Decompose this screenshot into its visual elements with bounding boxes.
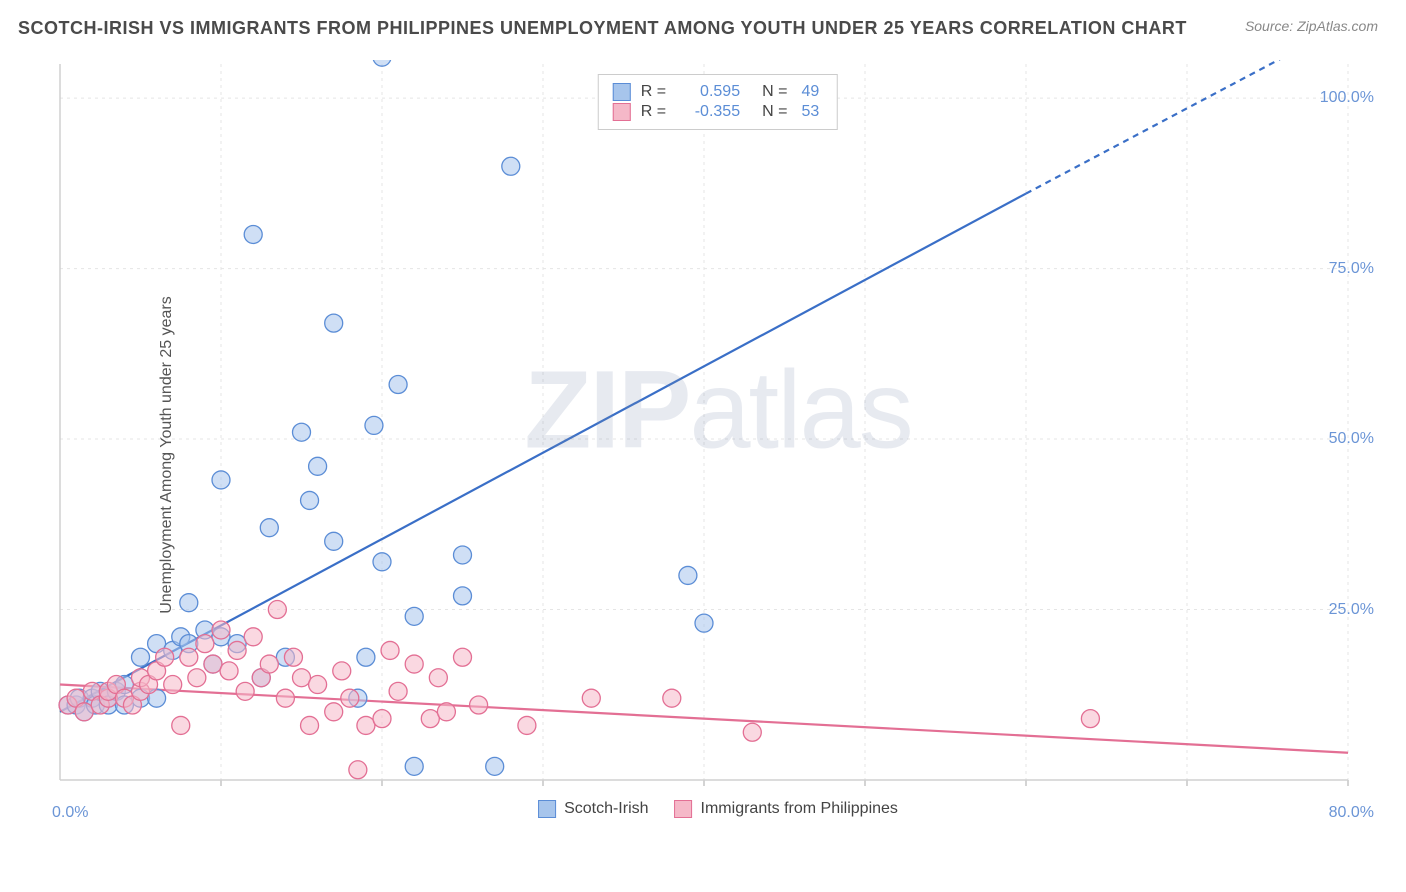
legend-row: R = -0.355 N = 53 [613, 103, 823, 121]
n-label: N = [762, 103, 787, 121]
chart-title: SCOTCH-IRISH VS IMMIGRANTS FROM PHILIPPI… [18, 18, 1187, 39]
correlation-legend: R = 0.595 N = 49 R = -0.355 N = 53 [598, 74, 838, 130]
y-axis-tick-label: 25.0% [1329, 601, 1374, 619]
chart-header: SCOTCH-IRISH VS IMMIGRANTS FROM PHILIPPI… [0, 0, 1406, 47]
n-value: 49 [801, 83, 819, 101]
legend-item: Immigrants from Philippines [675, 800, 898, 818]
legend-row: R = 0.595 N = 49 [613, 83, 823, 101]
legend-label: Immigrants from Philippines [701, 800, 898, 818]
x-axis-max-label: 80.0% [1329, 804, 1374, 822]
legend-swatch-icon [613, 103, 631, 121]
legend-swatch-icon [613, 83, 631, 101]
y-axis-tick-label: 50.0% [1329, 430, 1374, 448]
r-value: 0.595 [680, 83, 740, 101]
legend-swatch-icon [538, 800, 556, 818]
legend-item: Scotch-Irish [538, 800, 648, 818]
scatter-plot-svg [58, 60, 1378, 820]
n-label: N = [762, 83, 787, 101]
legend-swatch-icon [675, 800, 693, 818]
source-attribution: Source: ZipAtlas.com [1245, 18, 1378, 34]
r-label: R = [641, 83, 666, 101]
series-legend: Scotch-Irish Immigrants from Philippines [538, 800, 898, 818]
chart-container: Unemployment Among Youth under 25 years … [0, 50, 1406, 860]
x-axis-min-label: 0.0% [52, 804, 88, 822]
y-axis-tick-label: 100.0% [1320, 89, 1374, 107]
r-value: -0.355 [680, 103, 740, 121]
legend-label: Scotch-Irish [564, 800, 648, 818]
n-value: 53 [801, 103, 819, 121]
r-label: R = [641, 103, 666, 121]
y-axis-tick-label: 75.0% [1329, 260, 1374, 278]
plot-area: ZIPatlas R = 0.595 N = 49 R = -0.355 N =… [58, 60, 1378, 820]
